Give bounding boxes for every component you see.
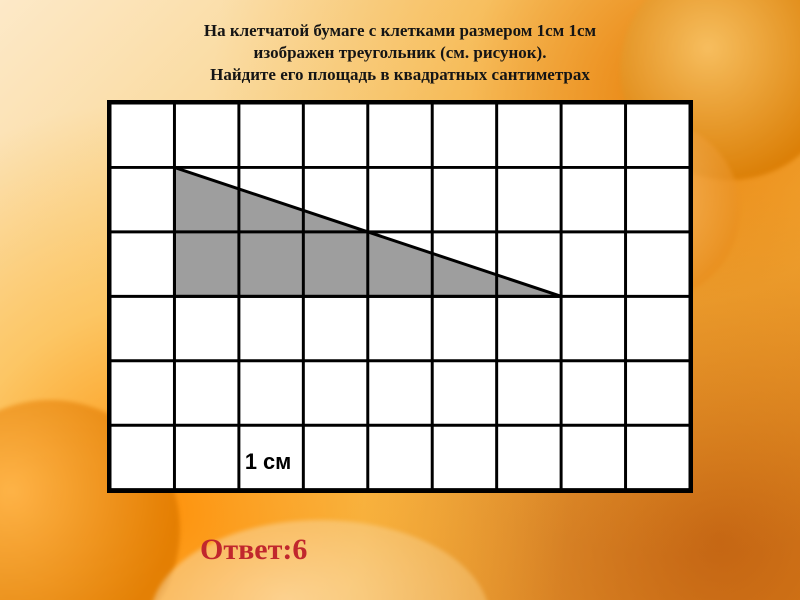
unit-label: 1 см <box>245 449 291 474</box>
problem-line: изображен треугольник (см. рисунок). <box>254 43 547 62</box>
problem-line: На клетчатой бумаге с клетками размером … <box>204 21 596 40</box>
grid-figure: 1 см <box>107 100 693 493</box>
answer: Ответ:6 <box>200 533 720 567</box>
grid-svg: 1 см <box>110 103 690 490</box>
slide-content: На клетчатой бумаге с клетками размером … <box>80 20 720 567</box>
problem-line: Найдите его площадь в квадратных сантиме… <box>210 65 590 84</box>
problem-text: На клетчатой бумаге с клетками размером … <box>80 20 720 86</box>
answer-value: 6 <box>292 533 307 566</box>
answer-label: Ответ: <box>200 533 292 566</box>
